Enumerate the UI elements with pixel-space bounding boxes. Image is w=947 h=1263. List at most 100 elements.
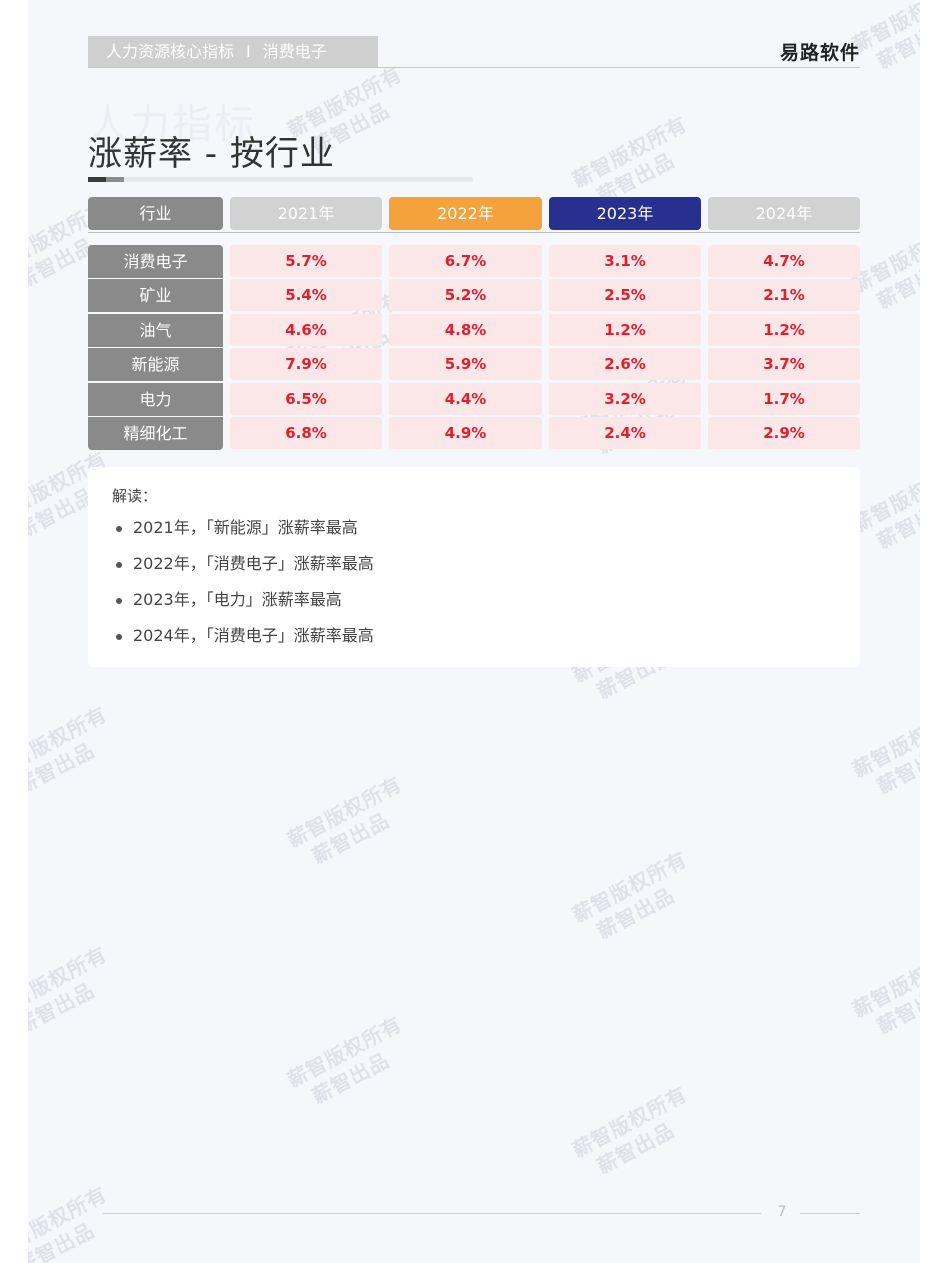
insight-item: 2023年，「电力」涨薪率最高 — [112, 585, 374, 621]
watermark-line: 薪智版权所有 — [283, 1011, 406, 1093]
bullet-icon — [116, 526, 122, 532]
watermark-line: 薪智版权所有 — [28, 941, 111, 1023]
column-header: 行业 — [88, 197, 223, 230]
header-divider-line — [88, 232, 860, 233]
watermark: 薪智版权所有薪智出品 — [28, 1181, 124, 1263]
watermark-line: 薪智出品 — [28, 737, 99, 799]
rate-cell: 3.2% — [549, 382, 701, 415]
rate-cell: 1.2% — [549, 313, 701, 346]
watermark-line: 薪智出品 — [873, 737, 920, 799]
rate-cell: 6.8% — [230, 416, 382, 449]
column-header: 2022年 — [389, 197, 542, 230]
insight-text: 2021年，「新能源」涨薪率最高 — [133, 518, 358, 537]
watermark-line: 薪智出品 — [308, 1047, 394, 1109]
table-row: 油气 4.6% 4.8% 1.2% 1.2% — [88, 313, 860, 348]
table-header-row: 行业 2021年 2022年 2023年 2024年 — [88, 197, 860, 231]
insights-heading: 解读： — [112, 487, 158, 505]
watermark-line: 薪智出品 — [873, 977, 920, 1039]
rate-cell: 2.9% — [708, 416, 860, 449]
industry-cell: 电力 — [88, 382, 223, 416]
rate-cell: 5.2% — [389, 279, 542, 312]
table-body: 消费电子 5.7% 6.7% 3.1% 4.7% 矿业 5.4% 5.2% 2.5% 2.1% 油气… — [88, 245, 860, 451]
watermark-line: 薪智出品 — [873, 12, 920, 74]
insight-item: 2021年，「新能源」涨薪率最高 — [112, 513, 374, 549]
rate-cell: 3.7% — [708, 348, 860, 381]
watermark: 薪智版权所有薪智出品 — [568, 1081, 704, 1186]
rate-cell: 2.4% — [549, 416, 701, 449]
title-underline — [88, 177, 473, 182]
watermark: 薪智版权所有薪智出品 — [28, 701, 124, 806]
rate-cell: 6.5% — [230, 382, 382, 415]
breadcrumb-subsection: 消费电子 — [262, 42, 327, 61]
column-header: 2023年 — [549, 197, 701, 230]
watermark-line: 薪智版权所有 — [568, 846, 691, 928]
industry-cell: 矿业 — [88, 279, 223, 313]
watermark-line: 薪智出品 — [873, 492, 920, 554]
table-row: 精细化工 6.8% 4.9% 2.4% 2.9% — [88, 416, 860, 451]
brand-name: 易路软件 — [779, 42, 860, 64]
rate-cell: 1.2% — [708, 313, 860, 346]
rate-cell: 4.9% — [389, 416, 542, 449]
breadcrumb-separator: I — [246, 42, 251, 61]
footer-rule-right — [800, 1213, 860, 1214]
table-row: 新能源 7.9% 5.9% 2.6% 3.7% — [88, 348, 860, 382]
rate-cell: 2.5% — [549, 279, 701, 312]
breadcrumb-section: 人力资源核心指标 — [106, 42, 235, 61]
footer-rule-left — [103, 1213, 761, 1214]
insight-text: 2023年，「电力」涨薪率最高 — [133, 590, 342, 609]
watermark: 薪智版权所有薪智出品 — [283, 771, 419, 876]
rate-cell: 5.9% — [389, 348, 542, 381]
insights-card: 解读： 2021年，「新能源」涨薪率最高 2022年，「消费电子」涨薪率最高 2… — [88, 467, 860, 667]
industry-cell: 消费电子 — [88, 245, 223, 278]
watermark-line: 薪智版权所有 — [848, 941, 920, 1023]
page-title: 涨薪率 - 按行业 — [88, 134, 335, 174]
industry-cell: 油气 — [88, 313, 223, 347]
watermark-line: 薪智版权所有 — [28, 1181, 111, 1263]
table-row: 电力 6.5% 4.4% 3.2% 1.7% — [88, 382, 860, 417]
watermark-line: 薪智版权所有 — [848, 701, 920, 783]
rate-cell: 4.7% — [708, 245, 860, 277]
insights-list: 2021年，「新能源」涨薪率最高 2022年，「消费电子」涨薪率最高 2023年… — [112, 513, 374, 657]
bullet-icon — [116, 562, 122, 568]
watermark-line: 薪智版权所有 — [568, 111, 691, 193]
rate-cell: 6.7% — [389, 245, 542, 277]
column-header: 2024年 — [708, 197, 860, 230]
rate-cell: 5.4% — [230, 279, 382, 312]
column-header: 2021年 — [230, 197, 382, 230]
rate-cell: 7.9% — [230, 348, 382, 381]
rate-cell: 2.1% — [708, 279, 860, 312]
ghost-title: 人力指标 — [88, 102, 256, 148]
bullet-icon — [116, 634, 122, 640]
industry-cell: 精细化工 — [88, 416, 223, 450]
insight-text: 2022年，「消费电子」涨薪率最高 — [133, 554, 374, 573]
insight-item: 2022年，「消费电子」涨薪率最高 — [112, 549, 374, 585]
watermark: 薪智版权所有薪智出品 — [848, 941, 920, 1046]
section-breadcrumb: 人力资源核心指标 I 消费电子 — [88, 36, 378, 68]
table-row: 消费电子 5.7% 6.7% 3.1% 4.7% — [88, 245, 860, 279]
rate-cell: 2.6% — [549, 348, 701, 381]
rate-cell: 4.4% — [389, 382, 542, 415]
salary-increase-table: 行业 2021年 2022年 2023年 2024年 消费电子 5.7% 6.7% 3.1% 4… — [88, 197, 860, 450]
watermark: 薪智版权所有薪智出品 — [848, 701, 920, 806]
watermark-line: 薪智版权所有 — [28, 701, 111, 783]
watermark-line: 薪智版权所有 — [568, 1081, 691, 1163]
rate-cell: 3.1% — [549, 245, 701, 277]
table-row: 矿业 5.4% 5.2% 2.5% 2.1% — [88, 279, 860, 313]
rate-cell: 1.7% — [708, 382, 860, 415]
insight-text: 2024年，「消费电子」涨薪率最高 — [133, 626, 374, 645]
watermark: 薪智版权所有薪智出品 — [568, 846, 704, 951]
watermark: 薪智版权所有薪智出品 — [28, 941, 124, 1046]
industry-cell: 新能源 — [88, 348, 223, 382]
watermark-line: 薪智版权所有 — [283, 771, 406, 853]
watermark: 薪智版权所有薪智出品 — [283, 1011, 419, 1116]
watermark-line: 薪智出品 — [593, 1117, 679, 1179]
header-divider — [88, 67, 860, 68]
rate-cell: 4.8% — [389, 313, 542, 346]
bullet-icon — [116, 598, 122, 604]
rate-cell: 5.7% — [230, 245, 382, 277]
watermark-line: 薪智出品 — [28, 977, 99, 1039]
rate-cell: 4.6% — [230, 313, 382, 346]
watermark-line: 薪智出品 — [593, 882, 679, 944]
watermark-line: 薪智出品 — [873, 252, 920, 314]
watermark-line: 薪智出品 — [308, 807, 394, 869]
